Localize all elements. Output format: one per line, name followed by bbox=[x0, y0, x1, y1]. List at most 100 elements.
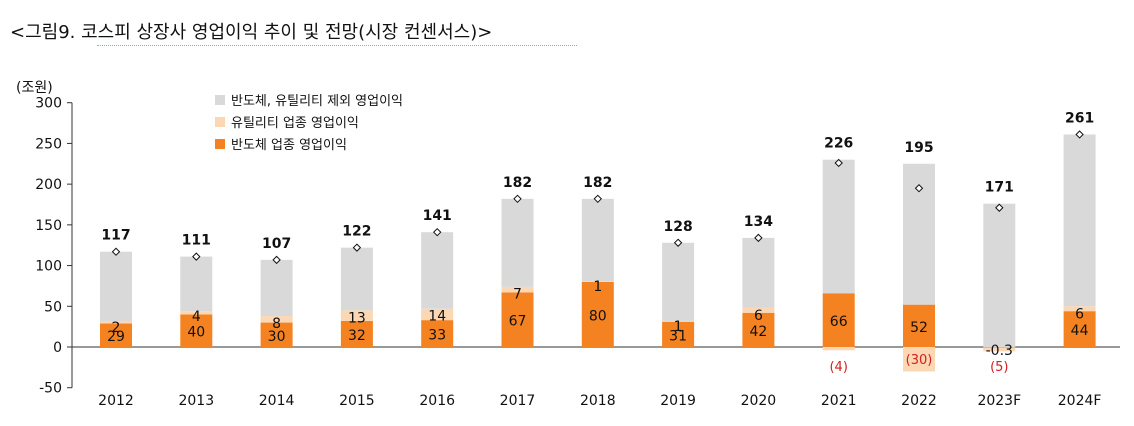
bar-utility bbox=[180, 311, 213, 315]
bar-utility bbox=[340, 310, 373, 321]
bar-other bbox=[100, 251, 132, 322]
utility-value-label: (5) bbox=[990, 360, 1008, 375]
x-tick-label: 2022 bbox=[901, 393, 937, 409]
y-unit-label: (조원) bbox=[16, 80, 53, 96]
legend-label: 반도체, 유틸리티 제외 영업이익 bbox=[231, 94, 403, 109]
utility-value-label: 8 bbox=[272, 316, 281, 332]
title-underline bbox=[97, 45, 577, 46]
utility-value-label: 6 bbox=[754, 308, 763, 324]
bar-utility bbox=[421, 308, 454, 321]
semiconductor-value-label: 42 bbox=[749, 324, 767, 340]
semiconductor-value-label: 31 bbox=[669, 328, 687, 344]
bar-other bbox=[662, 242, 695, 321]
total-value-label: 195 bbox=[904, 140, 933, 156]
total-value-label: 111 bbox=[182, 233, 211, 249]
total-value-label: 171 bbox=[985, 180, 1014, 196]
y-tick-label: 300 bbox=[35, 96, 62, 112]
bar-other bbox=[180, 256, 213, 312]
utility-value-label: 2 bbox=[112, 320, 121, 336]
y-tick-label: 200 bbox=[35, 177, 62, 193]
bar-utility bbox=[1063, 306, 1096, 312]
total-value-label: 128 bbox=[663, 219, 692, 235]
bar-other bbox=[260, 259, 293, 317]
bar-semiconductor bbox=[260, 322, 293, 347]
semiconductor-value-label: 29 bbox=[107, 329, 125, 345]
chart-title: <그림9. 코스피 상장사 영업이익 추이 및 전망(시장 컨센서스)> bbox=[10, 22, 493, 43]
total-marker bbox=[914, 184, 924, 193]
utility-value-label: 14 bbox=[428, 309, 446, 325]
x-tick-label: 2019 bbox=[660, 393, 696, 409]
y-tick-label: 50 bbox=[44, 299, 62, 315]
x-tick-label: 2016 bbox=[419, 393, 455, 409]
semiconductor-value-label: 30 bbox=[268, 329, 286, 345]
bar-other bbox=[421, 232, 454, 309]
bar-utility bbox=[983, 347, 1016, 352]
bar-utility bbox=[100, 321, 132, 324]
bar-semiconductor bbox=[822, 293, 855, 347]
bar-utility bbox=[260, 316, 293, 323]
semiconductor-value-label: 32 bbox=[348, 328, 366, 344]
y-tick-label: 250 bbox=[35, 136, 62, 152]
y-tick-label: 150 bbox=[35, 218, 62, 234]
bar-other bbox=[340, 247, 373, 311]
semiconductor-value-label: 33 bbox=[428, 328, 446, 344]
total-value-label: 182 bbox=[583, 175, 612, 191]
legend-swatch bbox=[215, 95, 225, 105]
x-tick-label: 2017 bbox=[500, 393, 536, 409]
total-marker bbox=[1075, 130, 1084, 139]
utility-value-label: 13 bbox=[348, 310, 366, 326]
total-marker bbox=[272, 255, 281, 265]
utility-value-label: 1 bbox=[674, 319, 683, 335]
legend-label: 유틸리티 업종 영업이익 bbox=[231, 116, 359, 131]
x-tick-label: 2014 bbox=[259, 393, 295, 409]
bar-utility bbox=[903, 347, 935, 372]
total-value-label: 261 bbox=[1065, 110, 1094, 126]
bar-other bbox=[822, 159, 855, 294]
total-value-label: 122 bbox=[342, 224, 371, 240]
utility-value-label: (4) bbox=[829, 360, 847, 375]
bar-semiconductor bbox=[581, 281, 614, 347]
bar-utility bbox=[742, 307, 775, 313]
total-marker bbox=[111, 247, 121, 256]
bar-semiconductor bbox=[501, 292, 534, 347]
semiconductor-value-label: 66 bbox=[830, 314, 848, 330]
utility-value-label: 1 bbox=[593, 279, 602, 295]
y-tick-label: -50 bbox=[39, 381, 62, 397]
semiconductor-value-label: 40 bbox=[187, 325, 205, 341]
legend-label: 반도체 업종 영업이익 bbox=[231, 138, 347, 153]
total-marker bbox=[995, 203, 1004, 212]
x-tick-label: 2012 bbox=[98, 393, 134, 409]
semiconductor-value-label: 80 bbox=[589, 308, 607, 324]
total-marker bbox=[834, 158, 843, 168]
x-tick-label: 2015 bbox=[339, 393, 375, 409]
bar-semiconductor bbox=[100, 323, 132, 347]
total-marker bbox=[513, 194, 522, 204]
total-marker bbox=[192, 252, 201, 261]
x-tick-label: 2013 bbox=[178, 393, 214, 409]
bar-utility bbox=[662, 320, 695, 322]
bar-other bbox=[983, 203, 1016, 347]
bar-other bbox=[742, 237, 775, 308]
total-marker bbox=[352, 243, 362, 252]
total-marker bbox=[593, 194, 603, 204]
semiconductor-value-label: 52 bbox=[910, 320, 928, 336]
x-tick-label: 2023F bbox=[977, 393, 1021, 409]
bar-semiconductor bbox=[421, 320, 454, 347]
semiconductor-value-label: 67 bbox=[509, 314, 527, 330]
total-value-label: 226 bbox=[824, 136, 853, 152]
x-tick-label: 2024F bbox=[1058, 393, 1102, 409]
total-value-label: 107 bbox=[262, 236, 291, 252]
x-tick-label: 2020 bbox=[741, 393, 777, 409]
bar-other bbox=[581, 198, 614, 282]
total-marker bbox=[754, 233, 763, 243]
bar-other bbox=[1063, 134, 1096, 307]
semiconductor-value-label: 44 bbox=[1071, 323, 1089, 339]
utility-value-label: 7 bbox=[513, 287, 522, 303]
total-value-label: 182 bbox=[503, 175, 532, 191]
legend-swatch bbox=[215, 139, 225, 149]
bar-semiconductor bbox=[903, 304, 935, 347]
bar-utility bbox=[501, 286, 534, 293]
total-value-label: 141 bbox=[423, 208, 452, 224]
y-tick-label: 0 bbox=[53, 340, 62, 356]
total-value-label: 134 bbox=[744, 214, 773, 230]
